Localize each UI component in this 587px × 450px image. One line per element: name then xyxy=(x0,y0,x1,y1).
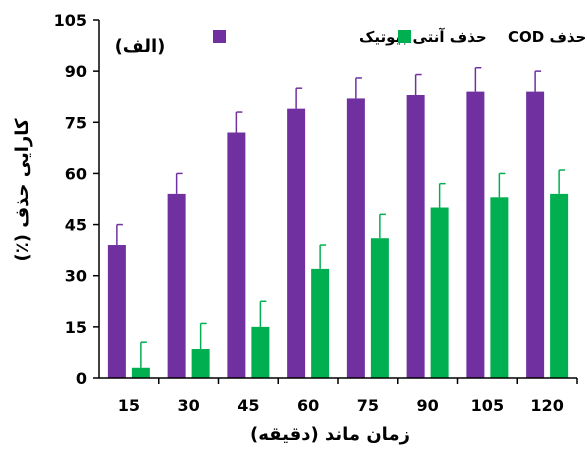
x-tick-label: 75 xyxy=(357,396,379,415)
y-tick-label: 0 xyxy=(76,369,87,388)
bar-antibiotic-30 xyxy=(167,193,186,378)
y-tick-label: 105 xyxy=(54,11,87,30)
y-axis-ticks: 0 15 30 45 60 75 90 105 xyxy=(54,11,99,388)
y-axis-title: کارایی حذف (٪) xyxy=(12,118,33,262)
bar-cod-15 xyxy=(131,367,150,378)
x-tick-label: 90 xyxy=(416,396,438,415)
bar-antibiotic-105 xyxy=(466,91,485,378)
panel-label: (الف) xyxy=(115,36,166,57)
bar-cod-75 xyxy=(370,238,389,378)
x-tick-label: 60 xyxy=(297,396,319,415)
y-tick-label: 75 xyxy=(65,113,87,132)
x-tick-label: 105 xyxy=(471,396,504,415)
y-tick-label: 30 xyxy=(65,267,87,286)
bar-cod-90 xyxy=(430,207,449,378)
legend-label-antibiotic: حذف آنتی بیوتیک xyxy=(359,28,487,46)
bar-antibiotic-15 xyxy=(107,245,126,378)
bar-antibiotic-45 xyxy=(227,132,246,378)
legend-swatch-cod xyxy=(398,30,411,43)
x-tick-label: 120 xyxy=(530,396,563,415)
bar-cod-120 xyxy=(550,193,569,378)
x-tick-label: 30 xyxy=(177,396,199,415)
x-tick-label: 15 xyxy=(118,396,140,415)
bar-cod-105 xyxy=(490,197,509,378)
bars-layer xyxy=(107,66,569,379)
x-axis-title: زمان ماند (دقیقه) xyxy=(250,424,410,445)
bar-antibiotic-60 xyxy=(287,108,306,379)
bar-cod-45 xyxy=(251,326,270,378)
bar-cod-30 xyxy=(191,349,210,378)
bar-antibiotic-75 xyxy=(346,98,365,379)
bar-antibiotic-120 xyxy=(526,91,545,378)
bar-antibiotic-90 xyxy=(406,95,425,378)
legend-label-cod: حذف COD xyxy=(508,28,586,46)
legend-swatch-antibiotic xyxy=(213,30,226,43)
bar-cod-60 xyxy=(311,268,330,378)
legend: حذف آنتی بیوتیک حذف COD xyxy=(213,28,586,46)
x-axis-ticks: 15 30 45 60 75 90 105 120 xyxy=(118,378,578,415)
x-tick-label: 45 xyxy=(237,396,259,415)
y-tick-label: 45 xyxy=(65,216,87,235)
y-tick-label: 90 xyxy=(65,62,87,81)
y-tick-label: 60 xyxy=(65,164,87,183)
y-tick-label: 15 xyxy=(65,318,87,337)
